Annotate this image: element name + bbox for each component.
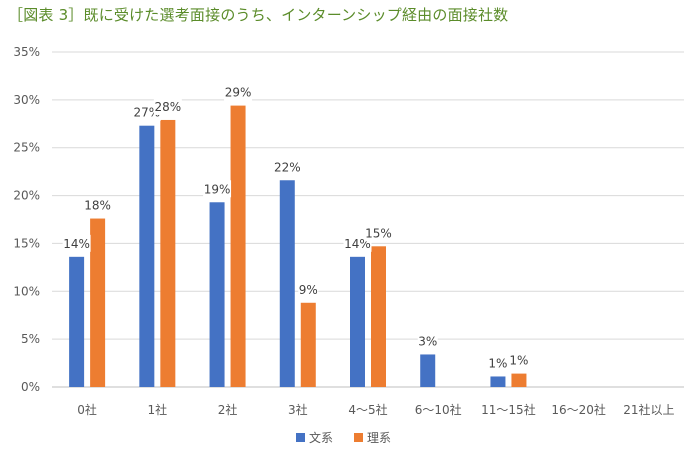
bar-rikei	[230, 105, 246, 387]
x-tick-label: 21社以上	[623, 402, 674, 417]
data-label: 14%	[344, 237, 371, 251]
x-tick-label: 3社	[288, 402, 308, 417]
y-tick-label: 10%	[13, 284, 40, 298]
bars	[69, 105, 527, 387]
y-tick-label: 30%	[13, 93, 40, 107]
chart-title: ［図表 3］既に受けた選考面接のうち、インターンシップ経由の面接社数	[8, 6, 509, 24]
legend-label: 文系	[309, 430, 333, 445]
bar-bunkei	[139, 125, 155, 387]
x-axis-ticks: 0社 1社 2社 3社 4～5社 6～10社 11～15社 16～20社 21社以上	[77, 402, 674, 417]
data-label-background	[273, 158, 302, 176]
y-tick-label: 5%	[21, 332, 40, 346]
data-label: 1%	[488, 356, 507, 370]
bar-bunkei	[209, 202, 225, 387]
data-label: 15%	[365, 226, 392, 240]
data-label: 27%	[133, 106, 160, 120]
data-label-background	[417, 332, 438, 350]
bar-rikei	[511, 373, 527, 387]
data-label-background	[153, 97, 182, 115]
legend-swatch	[354, 433, 363, 442]
data-label-background	[83, 196, 112, 214]
x-tick-label: 4～5社	[348, 402, 387, 417]
y-tick-label: 15%	[13, 236, 40, 250]
data-label: 18%	[84, 199, 111, 213]
x-tick-label: 16～20社	[551, 402, 606, 417]
data-label-background	[487, 354, 508, 372]
bar-bunkei	[490, 376, 506, 387]
data-label: 29%	[225, 86, 252, 100]
y-axis-ticks: 0% 5% 10% 15% 20% 25% 30% 35%	[13, 45, 40, 394]
data-label-background	[298, 280, 319, 298]
x-tick-label: 0社	[77, 402, 97, 417]
y-tick-label: 35%	[13, 45, 40, 59]
data-label: 3%	[418, 334, 437, 348]
data-label-background	[508, 351, 529, 369]
bar-bunkei	[279, 180, 295, 387]
data-label: 28%	[154, 100, 181, 114]
data-label-background	[62, 234, 91, 252]
bar-rikei	[90, 218, 106, 387]
data-label-background	[203, 180, 232, 198]
data-label: 9%	[299, 283, 318, 297]
data-label: 19%	[204, 182, 231, 196]
x-tick-label: 6～10社	[415, 402, 462, 417]
y-tick-label: 20%	[13, 189, 40, 203]
data-label-background	[224, 83, 253, 101]
data-label: 1%	[509, 354, 528, 368]
x-tick-label: 11～15社	[481, 402, 536, 417]
legend-label: 理系	[367, 431, 391, 445]
data-labels: 14%18%27%28%19%29%22%9%14%15%3%1% 1%	[62, 83, 529, 372]
bar-rikei	[300, 302, 316, 387]
data-label: 22%	[274, 160, 301, 174]
bar-bunkei	[350, 256, 365, 387]
legend: 文系 理系	[296, 430, 391, 445]
data-label: 14%	[63, 237, 90, 251]
data-label-background	[364, 224, 393, 242]
y-tick-label: 0%	[21, 380, 40, 394]
x-tick-label: 1社	[148, 402, 168, 417]
bar-rikei	[371, 246, 386, 387]
bar-bunkei	[69, 256, 85, 387]
bar-rikei	[160, 119, 176, 387]
bar-bunkei	[420, 354, 436, 387]
y-tick-label: 25%	[13, 141, 40, 155]
legend-swatch	[296, 433, 305, 442]
x-tick-label: 2社	[218, 402, 238, 417]
